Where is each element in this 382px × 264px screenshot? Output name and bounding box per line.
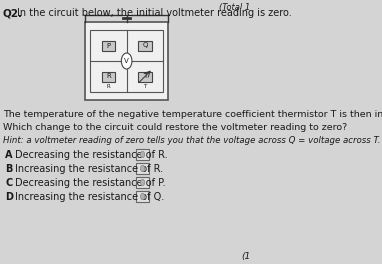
Text: P: P — [106, 43, 110, 49]
FancyBboxPatch shape — [136, 163, 149, 174]
Text: C: C — [5, 178, 13, 188]
Circle shape — [121, 53, 132, 69]
Text: Decreasing the resistance of P.: Decreasing the resistance of P. — [15, 178, 165, 188]
FancyBboxPatch shape — [138, 72, 152, 82]
Text: (1: (1 — [241, 252, 251, 261]
Circle shape — [141, 179, 145, 186]
FancyBboxPatch shape — [136, 149, 149, 160]
Text: B: B — [5, 164, 13, 174]
FancyBboxPatch shape — [136, 177, 149, 188]
Text: Q2.: Q2. — [3, 8, 23, 18]
Text: Decreasing the resistance of R.: Decreasing the resistance of R. — [15, 150, 167, 160]
Text: R: R — [106, 73, 111, 79]
Text: R: R — [107, 84, 110, 89]
FancyBboxPatch shape — [136, 191, 149, 202]
FancyBboxPatch shape — [102, 72, 115, 82]
Text: Increasing the resistance of Q.: Increasing the resistance of Q. — [15, 192, 164, 202]
Text: D: D — [5, 192, 13, 202]
Text: Which change to the circuit could restore the voltmeter reading to zero?: Which change to the circuit could restor… — [3, 123, 348, 132]
Circle shape — [141, 151, 145, 158]
Text: T: T — [143, 73, 147, 79]
Circle shape — [141, 193, 145, 200]
Text: Hint: a voltmeter reading of zero tells you that the voltage across Q = voltage : Hint: a voltmeter reading of zero tells … — [3, 136, 381, 145]
FancyBboxPatch shape — [102, 40, 115, 50]
Text: Increasing the resistance of R.: Increasing the resistance of R. — [15, 164, 163, 174]
Text: A: A — [5, 150, 13, 160]
Text: V: V — [124, 58, 129, 64]
Text: Q: Q — [142, 43, 147, 49]
Text: (Total 1: (Total 1 — [219, 3, 251, 12]
FancyBboxPatch shape — [138, 40, 152, 50]
Text: In the circuit below, the initial voltmeter reading is zero.: In the circuit below, the initial voltme… — [16, 8, 291, 18]
FancyBboxPatch shape — [85, 22, 168, 100]
Text: T: T — [143, 84, 147, 89]
Text: The temperature of the negative temperature coefficient thermistor T is then inc: The temperature of the negative temperat… — [3, 110, 382, 119]
Circle shape — [141, 165, 145, 172]
